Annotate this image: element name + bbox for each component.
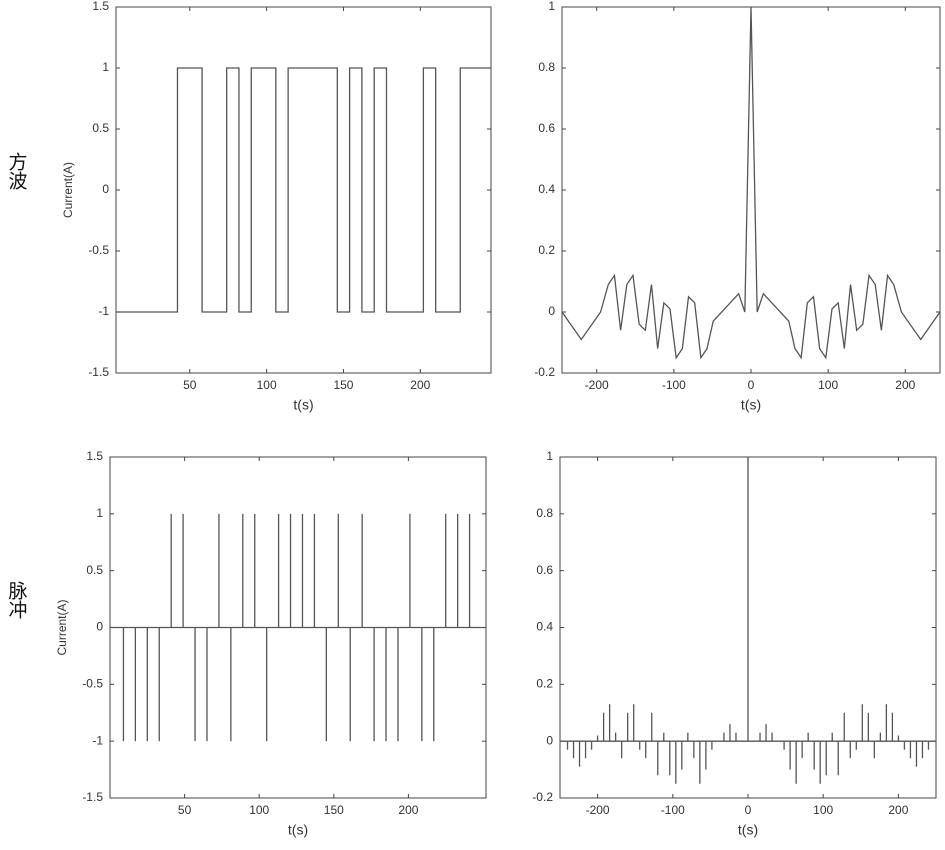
x-tick-label: 200 <box>895 378 915 392</box>
x-tick-label: 200 <box>888 803 908 817</box>
x-tick-label: 200 <box>410 378 430 392</box>
y-tick-label: 0.2 <box>536 677 553 691</box>
x-tick-label: 200 <box>398 803 418 817</box>
x-axis-label: t(s) <box>738 822 758 838</box>
y-axis-label: Current(A) <box>61 162 75 218</box>
y-tick-label: -1 <box>98 304 109 318</box>
y-tick-label: 1.5 <box>92 0 109 13</box>
row-label: 脉冲 <box>6 581 28 619</box>
x-tick-label: 50 <box>183 378 197 392</box>
y-tick-label: 0.5 <box>92 121 109 135</box>
x-tick-label: -100 <box>662 378 686 392</box>
x-tick-label: 0 <box>748 378 755 392</box>
x-tick-label: 0 <box>745 803 752 817</box>
y-tick-label: -1.5 <box>82 790 103 804</box>
x-axis-label: t(s) <box>288 822 308 838</box>
y-tick-label: 1 <box>102 60 109 74</box>
y-tick-label: 0 <box>96 620 103 634</box>
y-tick-label: 1 <box>96 506 103 520</box>
y-tick-label: 0.6 <box>538 121 555 135</box>
y-tick-label: 0.4 <box>536 620 553 634</box>
data-line <box>116 68 491 312</box>
x-tick-label: 100 <box>257 378 277 392</box>
y-tick-label: 0 <box>546 733 553 747</box>
y-tick-label: 0.4 <box>538 182 555 196</box>
x-tick-label: 50 <box>178 803 192 817</box>
y-tick-label: 1 <box>546 449 553 463</box>
x-tick-label: 150 <box>324 803 344 817</box>
x-tick-label: 150 <box>333 378 353 392</box>
y-tick-label: 1 <box>548 0 555 13</box>
y-tick-label: 0.8 <box>538 60 555 74</box>
figure: 方波 脉冲 -1.5-1-0.500.511.550100150200t(s)C… <box>0 0 945 850</box>
x-axis-label: t(s) <box>293 397 313 413</box>
x-tick-label: -200 <box>586 803 610 817</box>
y-tick-label: 0.5 <box>86 563 103 577</box>
y-tick-label: 0 <box>102 182 109 196</box>
y-tick-label: -0.5 <box>82 677 103 691</box>
y-tick-label: 1.5 <box>86 449 103 463</box>
x-tick-label: -200 <box>585 378 609 392</box>
y-axis-label: Current(A) <box>55 599 69 655</box>
y-tick-label: -1.5 <box>88 365 109 379</box>
x-tick-label: -100 <box>661 803 685 817</box>
y-tick-label: -1 <box>92 733 103 747</box>
y-tick-label: -0.2 <box>534 365 555 379</box>
y-tick-label: 0.2 <box>538 243 555 257</box>
x-tick-label: 100 <box>818 378 838 392</box>
row-label: 方波 <box>6 152 28 190</box>
y-tick-label: 0.6 <box>536 563 553 577</box>
x-tick-label: 100 <box>813 803 833 817</box>
plot-frame <box>116 7 491 373</box>
y-tick-label: -0.5 <box>88 243 109 257</box>
y-tick-label: 0.8 <box>536 506 553 520</box>
y-tick-label: -0.2 <box>532 790 553 804</box>
x-axis-label: t(s) <box>741 397 761 413</box>
data-line <box>562 7 940 358</box>
y-tick-label: 0 <box>548 304 555 318</box>
x-tick-label: 100 <box>249 803 269 817</box>
